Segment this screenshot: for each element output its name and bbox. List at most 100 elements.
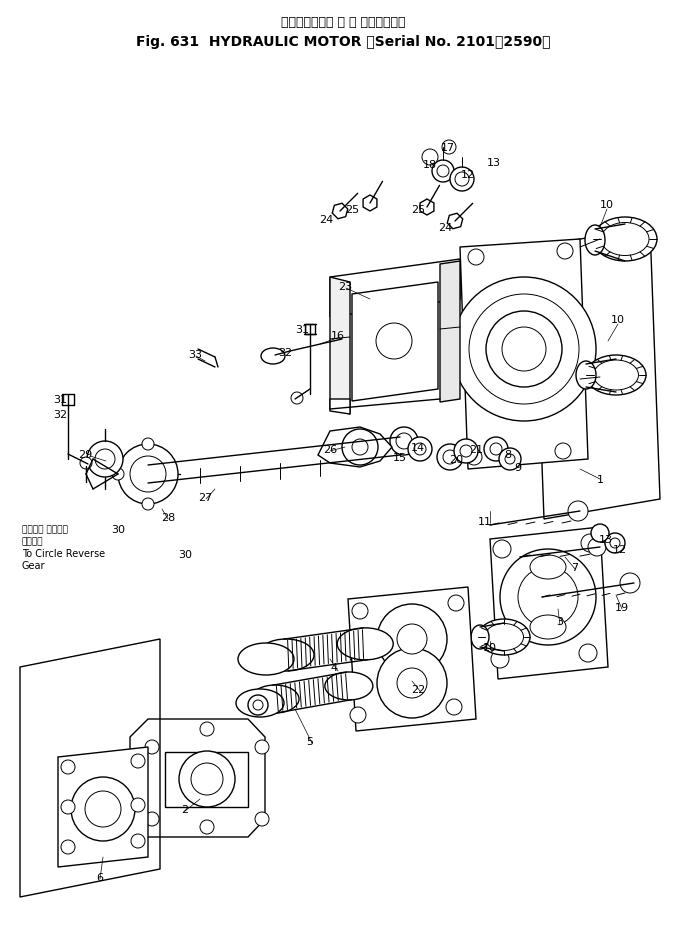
Circle shape	[142, 499, 154, 510]
Text: 15: 15	[393, 452, 407, 463]
Polygon shape	[447, 214, 463, 229]
Circle shape	[145, 812, 159, 826]
Circle shape	[352, 604, 368, 620]
Ellipse shape	[530, 555, 566, 580]
Circle shape	[131, 798, 145, 812]
Text: 27: 27	[198, 492, 212, 503]
Ellipse shape	[261, 348, 285, 365]
Text: ギヤーへ: ギヤーへ	[22, 537, 43, 545]
Text: 24: 24	[319, 215, 333, 225]
Text: 2: 2	[181, 804, 188, 814]
Text: 28: 28	[161, 512, 175, 523]
Circle shape	[61, 801, 75, 814]
Text: Gear: Gear	[22, 561, 45, 570]
Text: ハイドロリック モ ー タ（適用号機: ハイドロリック モ ー タ（適用号機	[281, 15, 405, 29]
Circle shape	[396, 433, 412, 449]
Circle shape	[253, 701, 263, 710]
Circle shape	[95, 449, 115, 469]
Circle shape	[414, 444, 426, 455]
Text: To Circle Reverse: To Circle Reverse	[22, 548, 105, 559]
Circle shape	[588, 539, 606, 556]
Circle shape	[454, 440, 478, 464]
Circle shape	[71, 777, 135, 842]
Text: 17: 17	[441, 143, 455, 153]
Polygon shape	[130, 720, 265, 837]
Text: 25: 25	[345, 205, 359, 215]
Circle shape	[248, 695, 268, 715]
Text: 4: 4	[330, 663, 337, 672]
Text: 10: 10	[600, 200, 614, 209]
Text: 19: 19	[615, 603, 629, 612]
Circle shape	[350, 707, 366, 724]
Text: 25: 25	[411, 205, 425, 215]
Ellipse shape	[576, 362, 596, 389]
Polygon shape	[460, 240, 588, 469]
Circle shape	[568, 502, 588, 522]
Circle shape	[484, 438, 508, 462]
Ellipse shape	[585, 226, 605, 256]
Text: 32: 32	[53, 409, 67, 420]
Ellipse shape	[258, 640, 314, 671]
Circle shape	[422, 149, 438, 166]
Text: 16: 16	[331, 330, 345, 341]
Circle shape	[555, 444, 571, 460]
Polygon shape	[490, 527, 608, 680]
Polygon shape	[420, 200, 434, 216]
Circle shape	[118, 445, 178, 505]
Circle shape	[620, 573, 640, 593]
Ellipse shape	[484, 624, 523, 651]
Circle shape	[443, 450, 457, 465]
Circle shape	[460, 446, 472, 458]
Text: サークル リバース: サークル リバース	[22, 525, 68, 534]
Text: 5: 5	[306, 736, 313, 746]
Ellipse shape	[325, 672, 373, 701]
Text: 31: 31	[295, 325, 309, 335]
Circle shape	[131, 834, 145, 848]
Ellipse shape	[586, 356, 646, 396]
Circle shape	[486, 311, 562, 387]
Circle shape	[468, 249, 484, 266]
Text: 20: 20	[449, 454, 463, 465]
Text: Fig. 631  HYDRAULIC MOTOR （Serial No. 2101～2590）: Fig. 631 HYDRAULIC MOTOR （Serial No. 210…	[136, 35, 550, 49]
Bar	[165, 752, 248, 807]
Text: 30: 30	[111, 525, 125, 534]
Ellipse shape	[337, 628, 393, 660]
Polygon shape	[318, 427, 392, 467]
Circle shape	[579, 645, 597, 663]
Text: 21: 21	[469, 445, 483, 454]
Ellipse shape	[593, 218, 657, 262]
Circle shape	[466, 449, 482, 466]
Bar	[305, 325, 315, 335]
Circle shape	[179, 751, 235, 807]
Text: 31: 31	[53, 394, 67, 405]
Circle shape	[352, 440, 368, 455]
Text: 10: 10	[483, 643, 497, 652]
Text: 9: 9	[515, 463, 521, 472]
Circle shape	[142, 439, 154, 450]
Circle shape	[442, 141, 456, 155]
Circle shape	[605, 533, 625, 553]
Polygon shape	[352, 283, 438, 402]
Circle shape	[130, 457, 166, 492]
Circle shape	[437, 166, 449, 178]
Text: 11: 11	[478, 516, 492, 526]
Circle shape	[80, 458, 92, 469]
Circle shape	[200, 723, 214, 736]
Ellipse shape	[236, 689, 284, 717]
Polygon shape	[330, 400, 350, 414]
Text: 7: 7	[572, 563, 578, 572]
Ellipse shape	[238, 644, 294, 675]
Polygon shape	[333, 204, 348, 220]
Circle shape	[490, 444, 502, 455]
Circle shape	[377, 648, 447, 718]
Text: 3: 3	[556, 616, 563, 626]
Text: 33: 33	[188, 349, 202, 360]
Polygon shape	[348, 587, 476, 731]
Text: 13: 13	[487, 158, 501, 168]
Ellipse shape	[471, 625, 489, 649]
Text: 13: 13	[599, 534, 613, 545]
Circle shape	[581, 534, 599, 552]
Polygon shape	[58, 747, 148, 867]
Circle shape	[499, 448, 521, 470]
Circle shape	[200, 820, 214, 834]
